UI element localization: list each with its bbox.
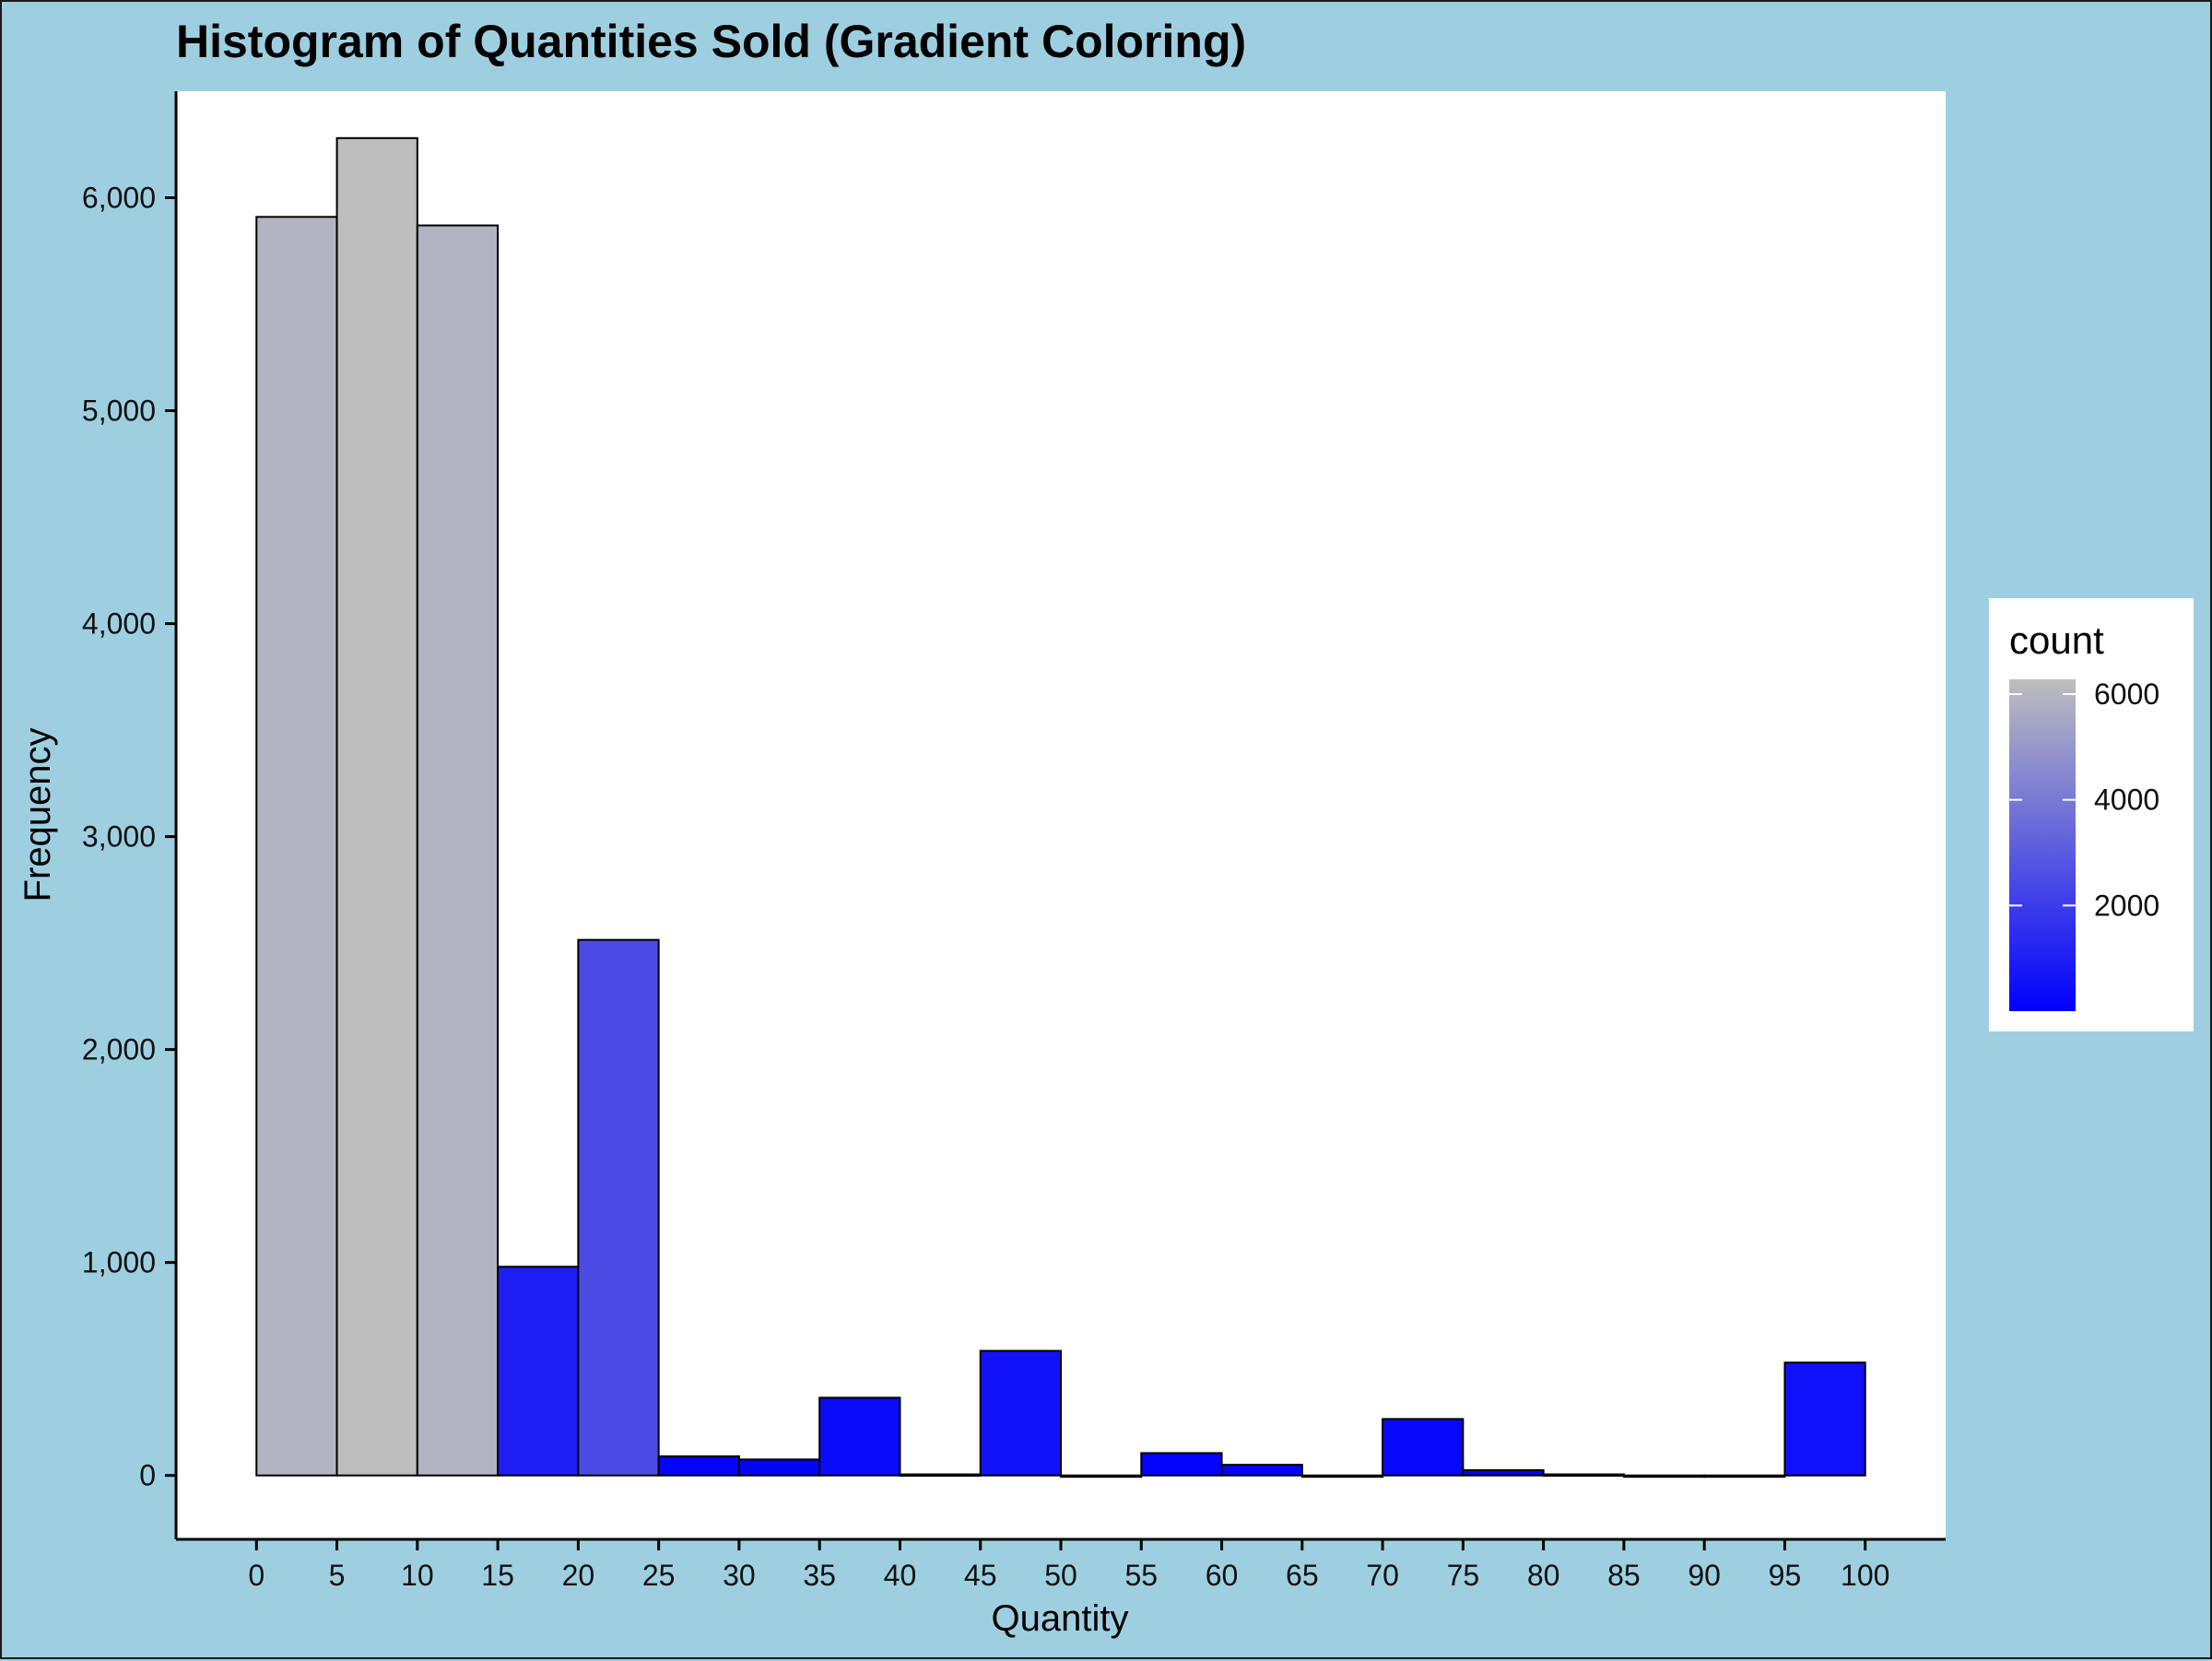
chart-title: Histogram of Quantities Sold (Gradient C… (176, 16, 1246, 67)
y-tick-label: 1,000 (82, 1246, 156, 1279)
x-tick-label: 75 (1447, 1559, 1480, 1592)
x-tick-label: 10 (401, 1559, 434, 1592)
x-tick-label: 60 (1206, 1559, 1239, 1592)
x-tick-label: 85 (1607, 1559, 1641, 1592)
histogram-bar-14 (1382, 1418, 1465, 1477)
legend-tick-label: 2000 (2094, 889, 2159, 922)
histogram-bar-5 (657, 1455, 740, 1477)
x-tick-label: 80 (1527, 1559, 1560, 1592)
x-tick-label: 95 (1769, 1559, 1802, 1592)
y-tick-label: 0 (139, 1459, 156, 1492)
y-axis-ticks: 0 1,000 2,000 3,000 4,000 5,000 6,000 (82, 182, 176, 1492)
histogram-bar-11 (1140, 1452, 1223, 1477)
y-axis-title: Frequency (18, 728, 58, 902)
histogram-bar-4 (577, 938, 660, 1477)
x-axis-title: Quantity (992, 1598, 1129, 1639)
legend-ticks: 2000 4000 6000 (2009, 677, 2159, 922)
legend-tick-label: 4000 (2094, 783, 2159, 817)
histogram-bar-19 (1783, 1361, 1866, 1477)
x-tick-label: 100 (1841, 1559, 1889, 1592)
x-tick-label: 15 (481, 1559, 514, 1592)
legend-title: count (2009, 618, 2104, 662)
histogram-bar-18 (1703, 1474, 1786, 1478)
x-tick-label: 65 (1286, 1559, 1319, 1592)
histogram-bar-0 (255, 216, 338, 1477)
histogram-bar-6 (737, 1458, 821, 1477)
histogram-bar-15 (1462, 1468, 1545, 1477)
histogram-bar-7 (818, 1396, 901, 1477)
x-tick-label: 30 (723, 1559, 756, 1592)
histogram-bar-1 (335, 136, 418, 1477)
legend-tick-label: 6000 (2094, 677, 2159, 711)
x-tick-label: 50 (1044, 1559, 1077, 1592)
histogram-bar-10 (1060, 1474, 1143, 1478)
histogram-bar-13 (1300, 1474, 1384, 1478)
x-tick-label: 25 (642, 1559, 676, 1592)
legend-colorbar (2009, 679, 2076, 1011)
x-tick-label: 55 (1124, 1559, 1158, 1592)
x-tick-label: 0 (248, 1559, 265, 1592)
x-tick-label: 45 (964, 1559, 997, 1592)
y-tick-label: 3,000 (82, 820, 156, 854)
histogram-bar-3 (497, 1266, 580, 1477)
x-tick-label: 20 (562, 1559, 595, 1592)
histogram-bar-17 (1622, 1474, 1706, 1478)
histogram-bar-9 (979, 1349, 1063, 1477)
bars-group (255, 136, 1866, 1478)
y-tick-label: 6,000 (82, 182, 156, 215)
x-tick-label: 5 (329, 1559, 346, 1592)
x-axis-ticks: 0 5 10 15 20 25 30 35 40 45 50 55 60 65 70 75 80 85 90 95 10… (248, 1539, 1889, 1592)
y-tick-label: 5,000 (82, 395, 156, 428)
y-tick-label: 2,000 (82, 1033, 156, 1066)
x-tick-label: 90 (1688, 1559, 1721, 1592)
histogram-bar-8 (899, 1473, 982, 1478)
histogram-bar-16 (1542, 1473, 1625, 1478)
histogram-bar-2 (416, 224, 500, 1477)
y-tick-label: 4,000 (82, 607, 156, 641)
x-tick-label: 35 (803, 1559, 836, 1592)
x-tick-label: 70 (1366, 1559, 1399, 1592)
x-tick-label: 40 (884, 1559, 917, 1592)
color-legend: count 2000 4000 6000 (1989, 598, 2194, 1031)
histogram-bar-12 (1220, 1464, 1303, 1477)
